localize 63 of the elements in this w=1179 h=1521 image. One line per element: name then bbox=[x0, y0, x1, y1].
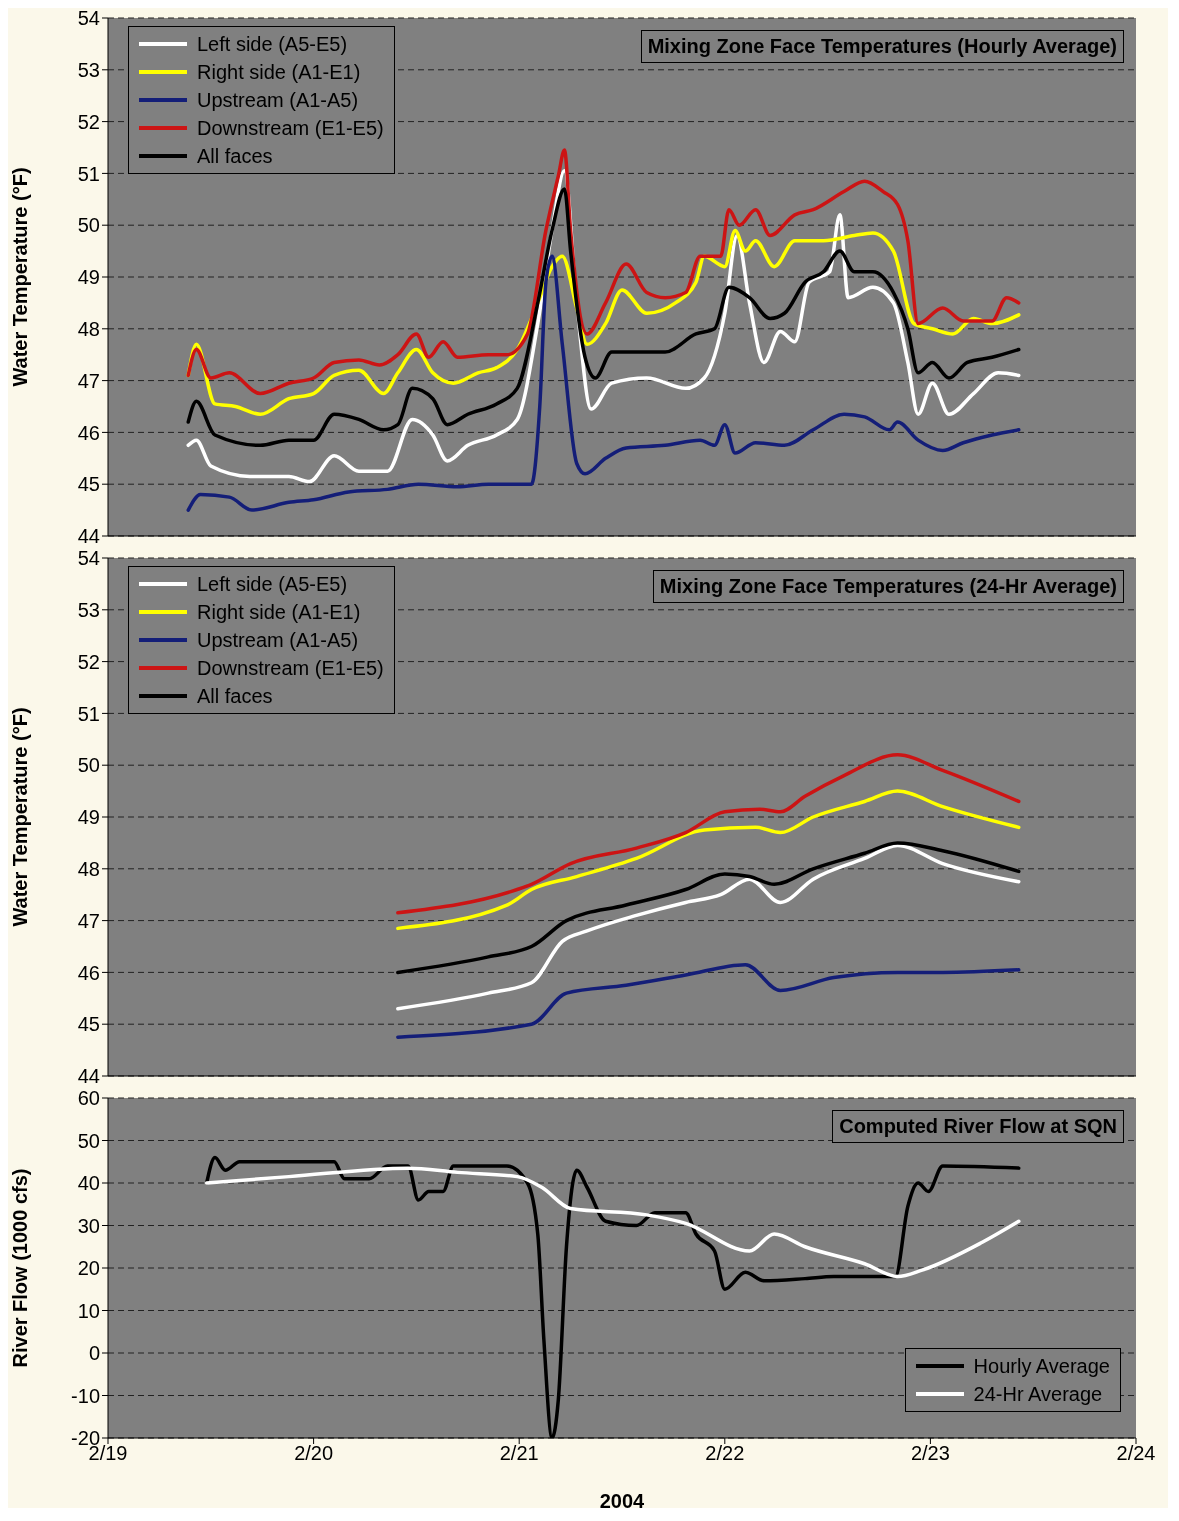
y-axis-title: Water Temperature (°F) bbox=[9, 167, 32, 387]
legend-label: Upstream (A1-A5) bbox=[197, 88, 359, 112]
y-tick-label: 50 bbox=[77, 214, 100, 237]
line-series bbox=[186, 254, 1021, 512]
line-series bbox=[396, 843, 1021, 1011]
y-tick-label: 20 bbox=[77, 1257, 100, 1280]
legend-label: Downstream (E1-E5) bbox=[197, 656, 384, 680]
y-tick-label: 53 bbox=[77, 58, 100, 81]
y-tick-label: 45 bbox=[77, 473, 100, 496]
y-tick-label: 46 bbox=[77, 961, 100, 984]
legend-label: 24-Hr Average bbox=[973, 1382, 1103, 1406]
y-tick-label: 47 bbox=[77, 369, 100, 392]
y-tick-label: 51 bbox=[77, 702, 100, 725]
line-series bbox=[186, 148, 1021, 396]
line-series bbox=[396, 841, 1021, 975]
legend-label: Right side (A1-E1) bbox=[197, 600, 361, 624]
y-tick-label: 53 bbox=[77, 598, 100, 621]
y-axis-title: River Flow (1000 cfs) bbox=[9, 1168, 32, 1368]
line-series bbox=[396, 753, 1021, 915]
y-tick-label: 52 bbox=[77, 110, 100, 133]
y-tick-label: 51 bbox=[77, 162, 100, 185]
line-series bbox=[186, 187, 1021, 448]
y-tick-label: 30 bbox=[77, 1214, 100, 1237]
y-tick-label: 45 bbox=[77, 1013, 100, 1036]
line-series bbox=[396, 789, 1021, 931]
y-tick-label: 54 bbox=[77, 7, 100, 30]
legend-label: Hourly Average bbox=[973, 1354, 1110, 1378]
y-tick-label: 50 bbox=[77, 754, 100, 777]
y-tick-label: 44 bbox=[77, 1065, 100, 1088]
legend-label: Right side (A1-E1) bbox=[197, 60, 361, 84]
line-series bbox=[204, 1166, 1021, 1279]
legend-label: Downstream (E1-E5) bbox=[197, 116, 384, 140]
y-axis-title: Water Temperature (°F) bbox=[9, 707, 32, 927]
legend-label: Left side (A5-E5) bbox=[197, 32, 348, 56]
text: Mixing Zone Face Temperatures (24-Hr Average) bbox=[652, 570, 1124, 603]
x-tick-label: 2/22 bbox=[705, 1442, 745, 1465]
y-tick-label: 46 bbox=[77, 421, 100, 444]
y-tick-label: 50 bbox=[77, 1129, 100, 1152]
legend-label: All faces bbox=[197, 144, 273, 168]
y-tick-label: 0 bbox=[88, 1342, 100, 1365]
legend-label: Upstream (A1-A5) bbox=[197, 628, 359, 652]
y-tick-label: 48 bbox=[77, 857, 100, 880]
y-tick-label: 49 bbox=[77, 806, 100, 829]
text: Mixing Zone Face Temperatures (Hourly Average) bbox=[640, 30, 1124, 63]
y-tick-label: 49 bbox=[77, 266, 100, 289]
legend-label: Left side (A5-E5) bbox=[197, 572, 348, 596]
legend-label: All faces bbox=[197, 684, 273, 708]
line-series bbox=[396, 962, 1021, 1039]
text: Computed River Flow at SQN bbox=[832, 1110, 1124, 1143]
y-tick-label: 48 bbox=[77, 317, 100, 340]
y-tick-label: 44 bbox=[77, 525, 100, 548]
y-tick-label: -10 bbox=[71, 1384, 100, 1407]
x-tick-label: 2/24 bbox=[1116, 1442, 1156, 1465]
y-tick-label: 60 bbox=[77, 1087, 100, 1110]
x-tick-label: 2/23 bbox=[910, 1442, 950, 1465]
x-tick-label: 2/21 bbox=[499, 1442, 539, 1465]
y-tick-label: 52 bbox=[77, 650, 100, 673]
y-tick-label: 54 bbox=[77, 547, 100, 570]
y-tick-label: 40 bbox=[77, 1172, 100, 1195]
y-tick-label: 47 bbox=[77, 909, 100, 932]
x-axis-title: 2004 bbox=[599, 1490, 646, 1512]
x-tick-label: 2/20 bbox=[294, 1442, 334, 1465]
y-tick-label: 10 bbox=[77, 1299, 100, 1322]
